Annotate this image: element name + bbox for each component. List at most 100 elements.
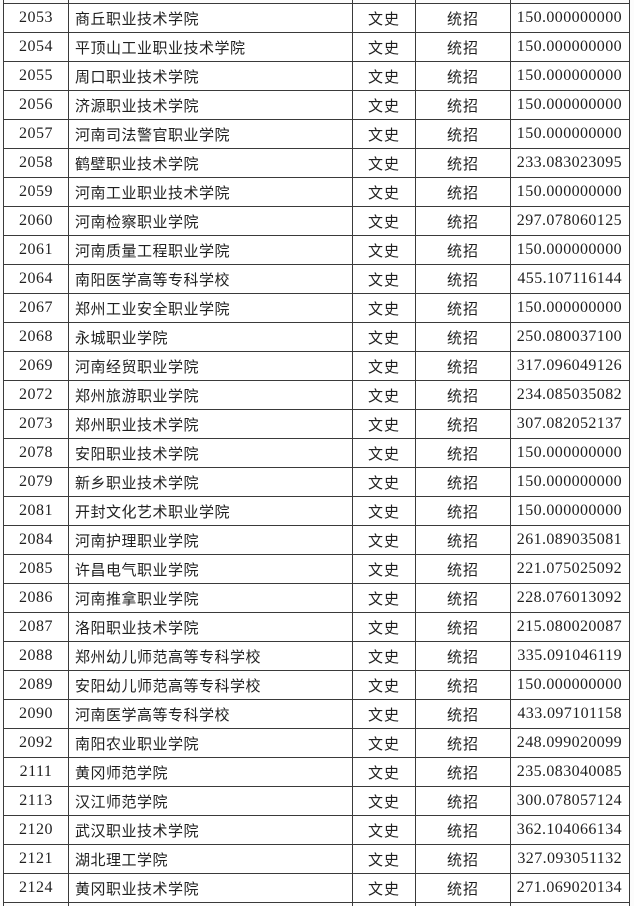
- school-code-cell: 2067: [3, 294, 68, 323]
- school-code-cell: 2085: [3, 555, 68, 584]
- subject-category-cell: 文史: [352, 439, 415, 468]
- school-code-cell: 2055: [3, 62, 68, 91]
- admission-type-cell: 统招: [415, 526, 510, 555]
- school-code-cell: 2053: [3, 4, 68, 33]
- score-cell: 362.104066134: [510, 816, 630, 845]
- subject-category-cell: 文史: [352, 91, 415, 120]
- table-row: 2086 河南推拿职业学院 文史 统招 228.076013092: [3, 584, 630, 613]
- score-cell: 150.000000000: [510, 236, 630, 265]
- admission-type-cell: 统招: [415, 845, 510, 874]
- subject-category-cell: 文史: [352, 236, 415, 265]
- score-cell: 335.091046119: [510, 642, 630, 671]
- school-code-cell: 2124: [3, 874, 68, 903]
- admission-type-cell: 统招: [415, 439, 510, 468]
- subject-category-cell: 文史: [352, 845, 415, 874]
- table-row: 2059 河南工业职业技术学院 文史 统招 150.000000000: [3, 178, 630, 207]
- subject-category-cell: 文史: [352, 265, 415, 294]
- school-name-cell: 河南医学高等专科学校: [68, 700, 352, 729]
- subject-category-cell: 文史: [352, 33, 415, 62]
- admission-type-cell: 统招: [415, 671, 510, 700]
- score-cell: 150.000000000: [510, 91, 630, 120]
- partial-cell: [352, 0, 415, 4]
- score-cell: 215.080020087: [510, 613, 630, 642]
- subject-category-cell: 文史: [352, 671, 415, 700]
- score-cell: 235.083040085: [510, 758, 630, 787]
- partial-cell: [415, 0, 510, 4]
- school-name-cell: 安阳幼儿师范高等专科学校: [68, 671, 352, 700]
- admission-type-cell: 统招: [415, 323, 510, 352]
- school-name-cell: 河南经贸职业学院: [68, 352, 352, 381]
- school-code-cell: 2054: [3, 33, 68, 62]
- table-row: 2058 鹤壁职业技术学院 文史 统招 233.083023095: [3, 149, 630, 178]
- table-row: 2090 河南医学高等专科学校 文史 统招 433.097101158: [3, 700, 630, 729]
- subject-category-cell: 文史: [352, 526, 415, 555]
- school-name-cell: 南阳农业职业学院: [68, 729, 352, 758]
- score-cell: 221.075025092: [510, 555, 630, 584]
- school-name-cell: 商丘职业技术学院: [68, 4, 352, 33]
- admission-type-cell: 统招: [415, 62, 510, 91]
- partial-row-top: [3, 0, 630, 4]
- table-row: 2081 开封文化艺术职业学院 文史 统招 150.000000000: [3, 497, 630, 526]
- school-name-cell: 郑州工业安全职业学院: [68, 294, 352, 323]
- score-cell: 327.093051132: [510, 845, 630, 874]
- subject-category-cell: 文史: [352, 758, 415, 787]
- admission-type-cell: 统招: [415, 613, 510, 642]
- table-row: 2084 河南护理职业学院 文史 统招 261.089035081: [3, 526, 630, 555]
- table-row: 2069 河南经贸职业学院 文史 统招 317.096049126: [3, 352, 630, 381]
- admission-type-cell: 统招: [415, 33, 510, 62]
- partial-cell: [352, 903, 415, 906]
- table-row: 2064 南阳医学高等专科学校 文史 统招 455.107116144: [3, 265, 630, 294]
- score-cell: 261.089035081: [510, 526, 630, 555]
- table-row: 2053 商丘职业技术学院 文史 统招 150.000000000: [3, 4, 630, 33]
- school-code-cell: 2088: [3, 642, 68, 671]
- school-name-cell: 平顶山工业职业技术学院: [68, 33, 352, 62]
- admission-type-cell: 统招: [415, 497, 510, 526]
- subject-category-cell: 文史: [352, 874, 415, 903]
- school-name-cell: 黄冈职业技术学院: [68, 874, 352, 903]
- school-name-cell: 南阳医学高等专科学校: [68, 265, 352, 294]
- admission-type-cell: 统招: [415, 874, 510, 903]
- school-code-cell: 2068: [3, 323, 68, 352]
- score-cell: 150.000000000: [510, 497, 630, 526]
- admission-type-cell: 统招: [415, 381, 510, 410]
- score-cell: 300.078057124: [510, 787, 630, 816]
- score-cell: 307.082052137: [510, 410, 630, 439]
- school-name-cell: 河南推拿职业学院: [68, 584, 352, 613]
- school-code-cell: 2120: [3, 816, 68, 845]
- school-code-cell: 2056: [3, 91, 68, 120]
- admission-scores-table: 2053 商丘职业技术学院 文史 统招 150.000000000 2054 平…: [3, 0, 630, 906]
- school-code-cell: 2081: [3, 497, 68, 526]
- school-code-cell: 2121: [3, 845, 68, 874]
- admission-type-cell: 统招: [415, 758, 510, 787]
- admission-type-cell: 统招: [415, 207, 510, 236]
- table-row: 2113 汉江师范学院 文史 统招 300.078057124: [3, 787, 630, 816]
- score-cell: 150.000000000: [510, 62, 630, 91]
- score-cell: 228.076013092: [510, 584, 630, 613]
- score-cell: 150.000000000: [510, 468, 630, 497]
- score-cell: 150.000000000: [510, 4, 630, 33]
- admission-type-cell: 统招: [415, 352, 510, 381]
- admission-type-cell: 统招: [415, 642, 510, 671]
- subject-category-cell: 文史: [352, 120, 415, 149]
- score-cell: 271.069020134: [510, 874, 630, 903]
- subject-category-cell: 文史: [352, 149, 415, 178]
- school-name-cell: 郑州幼儿师范高等专科学校: [68, 642, 352, 671]
- score-cell: 150.000000000: [510, 671, 630, 700]
- score-cell: 250.080037100: [510, 323, 630, 352]
- score-cell: 150.000000000: [510, 178, 630, 207]
- school-name-cell: 开封文化艺术职业学院: [68, 497, 352, 526]
- partial-cell: [510, 903, 630, 906]
- subject-category-cell: 文史: [352, 352, 415, 381]
- table-row: 2111 黄冈师范学院 文史 统招 235.083040085: [3, 758, 630, 787]
- admission-type-cell: 统招: [415, 555, 510, 584]
- school-code-cell: 2069: [3, 352, 68, 381]
- school-name-cell: 新乡职业技术学院: [68, 468, 352, 497]
- table-row: 2055 周口职业技术学院 文史 统招 150.000000000: [3, 62, 630, 91]
- score-cell: 150.000000000: [510, 33, 630, 62]
- school-code-cell: 2060: [3, 207, 68, 236]
- subject-category-cell: 文史: [352, 4, 415, 33]
- subject-category-cell: 文史: [352, 468, 415, 497]
- admission-type-cell: 统招: [415, 729, 510, 758]
- subject-category-cell: 文史: [352, 294, 415, 323]
- table-row: 2056 济源职业技术学院 文史 统招 150.000000000: [3, 91, 630, 120]
